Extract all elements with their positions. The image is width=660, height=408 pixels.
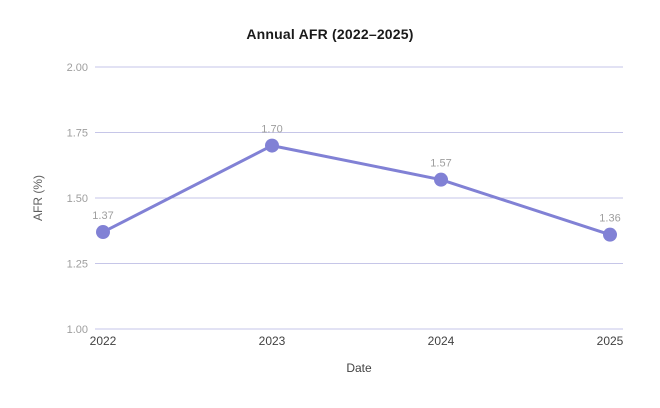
y-tick-label: 2.00 bbox=[67, 62, 88, 74]
data-point-label: 1.37 bbox=[92, 210, 113, 222]
x-tick-label: 2025 bbox=[597, 334, 624, 348]
data-point bbox=[265, 138, 279, 153]
y-tick-label: 1.75 bbox=[67, 128, 88, 140]
data-point-label: 1.57 bbox=[430, 158, 451, 170]
y-tick-label: 1.50 bbox=[67, 193, 88, 205]
data-point bbox=[96, 225, 110, 240]
y-tick-label: 1.25 bbox=[67, 259, 88, 271]
x-tick-label: 2023 bbox=[259, 334, 286, 348]
data-point-label: 1.36 bbox=[599, 213, 620, 225]
data-series-line bbox=[101, 144, 612, 237]
data-point bbox=[434, 172, 448, 187]
data-point bbox=[603, 227, 617, 242]
x-tick-label: 2022 bbox=[90, 334, 117, 348]
y-tick-label: 1.00 bbox=[67, 324, 88, 336]
data-point-label: 1.70 bbox=[261, 124, 282, 136]
x-axis-title: Date bbox=[346, 361, 372, 375]
x-tick-label: 2024 bbox=[428, 334, 455, 348]
chart-title: Annual AFR (2022–2025) bbox=[246, 26, 414, 42]
